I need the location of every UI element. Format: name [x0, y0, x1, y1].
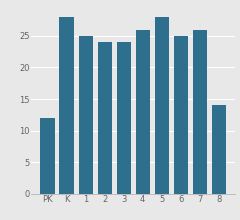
- Bar: [174, 36, 188, 194]
- Bar: [60, 17, 74, 194]
- Bar: [41, 118, 55, 194]
- Bar: [212, 105, 226, 194]
- Bar: [136, 30, 150, 194]
- Bar: [97, 42, 112, 194]
- Bar: [117, 42, 131, 194]
- Bar: [193, 30, 207, 194]
- Bar: [78, 36, 93, 194]
- Bar: [155, 17, 169, 194]
